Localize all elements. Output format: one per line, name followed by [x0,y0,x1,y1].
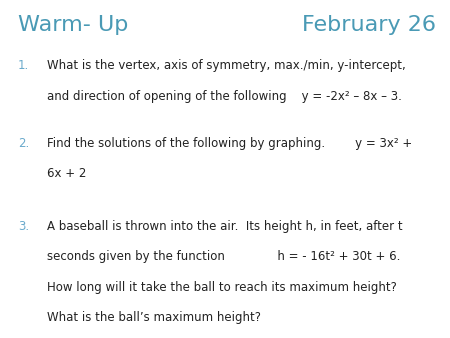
Text: seconds given by the function              h = - 16t² + 30t + 6.: seconds given by the function h = - 16t²… [47,250,400,263]
Text: 3.: 3. [18,220,29,233]
Text: A baseball is thrown into the air.  Its height h, in feet, after t: A baseball is thrown into the air. Its h… [47,220,403,233]
Text: 1.: 1. [18,59,29,72]
Text: What is the ball’s maximum height?: What is the ball’s maximum height? [47,311,261,324]
Text: February 26: February 26 [302,15,436,35]
Text: Find the solutions of the following by graphing.        y = 3x² +: Find the solutions of the following by g… [47,137,413,150]
Text: 2.: 2. [18,137,29,150]
Text: and direction of opening of the following    y = -2x² – 8x – 3.: and direction of opening of the followin… [47,90,402,102]
Text: 6x + 2: 6x + 2 [47,167,86,180]
Text: Warm- Up: Warm- Up [18,15,128,35]
Text: What is the vertex, axis of symmetry, max./min, y-intercept,: What is the vertex, axis of symmetry, ma… [47,59,406,72]
Text: How long will it take the ball to reach its maximum height?: How long will it take the ball to reach … [47,281,397,293]
